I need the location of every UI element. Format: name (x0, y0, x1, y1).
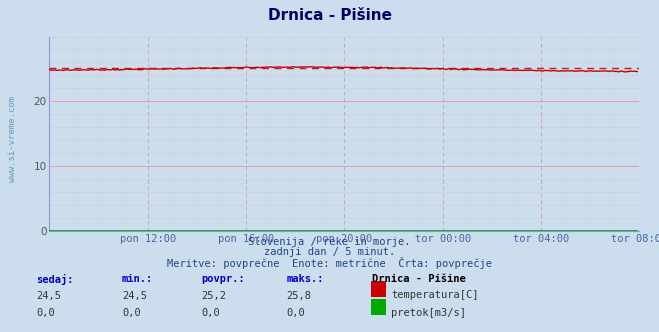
Text: sedaj:: sedaj: (36, 274, 74, 285)
Text: zadnji dan / 5 minut.: zadnji dan / 5 minut. (264, 247, 395, 257)
Text: temperatura[C]: temperatura[C] (391, 290, 479, 300)
Text: Slovenija / reke in morje.: Slovenija / reke in morje. (248, 237, 411, 247)
Text: 25,2: 25,2 (201, 290, 226, 300)
Text: Meritve: povprečne  Enote: metrične  Črta: povprečje: Meritve: povprečne Enote: metrične Črta:… (167, 257, 492, 269)
Text: min.:: min.: (122, 274, 153, 284)
Text: 0,0: 0,0 (201, 308, 219, 318)
Text: 0,0: 0,0 (122, 308, 140, 318)
Text: 0,0: 0,0 (36, 308, 55, 318)
Text: 24,5: 24,5 (36, 290, 61, 300)
Text: Drnica - Pišine: Drnica - Pišine (372, 274, 466, 284)
Text: pretok[m3/s]: pretok[m3/s] (391, 308, 467, 318)
Text: Drnica - Pišine: Drnica - Pišine (268, 8, 391, 23)
Text: 25,8: 25,8 (287, 290, 312, 300)
Text: 24,5: 24,5 (122, 290, 147, 300)
Text: www.si-vreme.com: www.si-vreme.com (8, 96, 17, 183)
Text: povpr.:: povpr.: (201, 274, 244, 284)
Text: maks.:: maks.: (287, 274, 324, 284)
Text: 0,0: 0,0 (287, 308, 305, 318)
